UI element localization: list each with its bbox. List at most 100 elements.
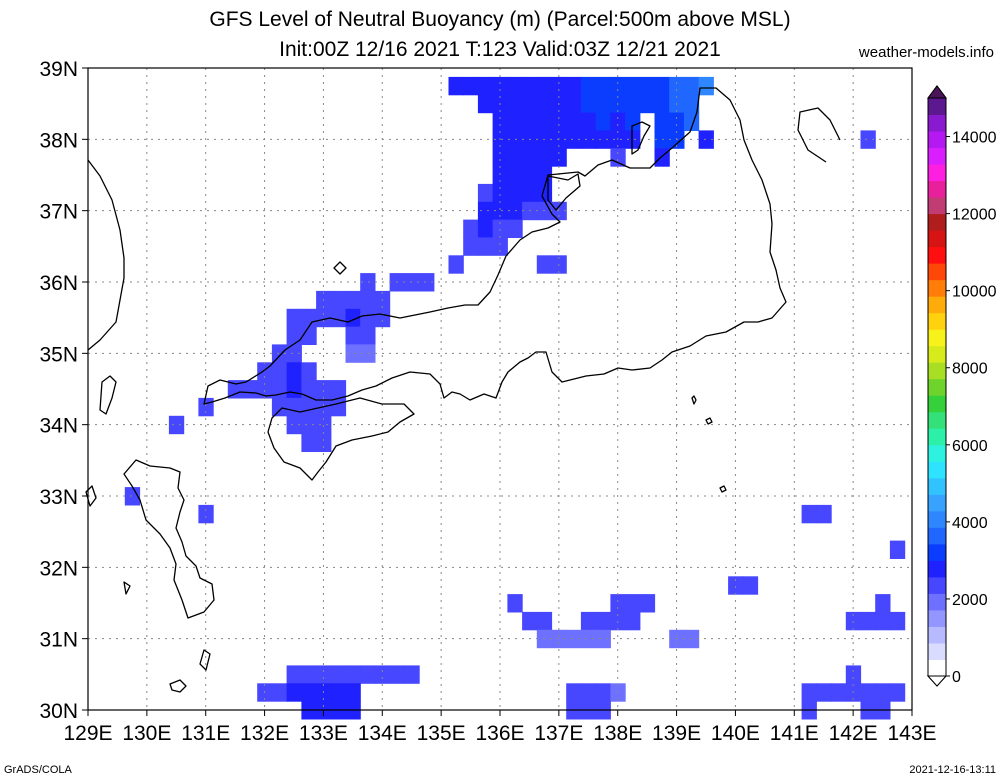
data-cell xyxy=(492,237,508,256)
data-cell xyxy=(536,611,553,631)
data-cell xyxy=(845,665,862,684)
colorbar-segment xyxy=(928,626,946,644)
data-cell xyxy=(566,94,582,114)
data-cell xyxy=(889,683,906,702)
colorbar-segment xyxy=(928,312,946,330)
izu-island-1 xyxy=(691,395,697,405)
data-cell xyxy=(551,201,567,221)
data-cell xyxy=(477,94,494,114)
data-cell xyxy=(580,629,597,649)
honshu-coastline xyxy=(203,87,787,405)
data-cell xyxy=(301,415,317,435)
data-cell xyxy=(625,94,641,114)
data-cell xyxy=(286,362,302,381)
data-cell xyxy=(448,255,464,274)
data-cell xyxy=(271,397,288,417)
data-cell xyxy=(345,665,361,684)
data-cell xyxy=(669,112,685,131)
data-cell xyxy=(316,380,332,399)
data-cell xyxy=(889,540,906,559)
data-cell xyxy=(477,76,494,96)
coastlines xyxy=(85,87,841,693)
data-cell xyxy=(404,665,420,684)
data-cell xyxy=(801,504,817,524)
data-cell xyxy=(286,415,302,435)
data-cell xyxy=(271,344,288,363)
data-cell xyxy=(801,683,817,702)
data-cell xyxy=(286,326,302,345)
colorbar-label: 14000 xyxy=(952,130,997,147)
data-cell xyxy=(698,130,714,149)
data-cell xyxy=(875,594,891,613)
data-cell xyxy=(625,130,641,149)
data-cell xyxy=(551,76,567,96)
data-cell xyxy=(595,629,611,649)
data-cell xyxy=(816,504,832,524)
data-cell xyxy=(330,380,347,399)
data-cell xyxy=(330,665,347,684)
data-cell xyxy=(198,397,214,417)
data-cell xyxy=(625,76,641,96)
data-cell xyxy=(477,237,494,256)
colorbar-label: 10000 xyxy=(952,284,997,301)
data-cell xyxy=(492,183,508,203)
colorbar-segment xyxy=(928,345,946,363)
data-cell xyxy=(330,683,347,702)
x-axis-ticks: 129E 130E 131E 132E 133E 134E 135E 136E 137E 138E… xyxy=(63,710,937,745)
colorbar-segment xyxy=(928,461,946,479)
data-cell xyxy=(522,112,538,131)
data-cell xyxy=(595,112,611,131)
data-cell xyxy=(522,166,538,185)
colorbar-segment xyxy=(928,659,946,677)
x-tick-label: 132E xyxy=(240,722,289,745)
data-cell xyxy=(124,487,141,506)
colorbar-segment xyxy=(928,395,946,413)
data-cell xyxy=(374,665,391,684)
data-cell xyxy=(271,362,288,381)
footer-timestamp: 2021-12-16-13:11 xyxy=(909,764,996,776)
data-cell xyxy=(595,76,611,96)
data-cell xyxy=(536,148,553,167)
colorbar: 0 2000 4000 6000 8000 10000 12000 14000 xyxy=(926,85,997,687)
data-cell xyxy=(536,94,553,114)
data-cell xyxy=(625,594,641,613)
data-cell xyxy=(507,166,523,185)
x-tick-label: 129E xyxy=(63,722,112,745)
data-cell xyxy=(580,683,597,702)
data-cell xyxy=(463,76,479,96)
colorbar-segment xyxy=(928,494,946,512)
data-cell xyxy=(330,308,347,328)
data-cell xyxy=(477,201,494,221)
data-cell xyxy=(536,112,553,131)
colorbar-segment xyxy=(928,477,946,495)
data-cell xyxy=(374,308,391,328)
data-cell xyxy=(639,76,656,96)
data-cell xyxy=(448,76,464,96)
y-tick-label: 33N xyxy=(39,486,78,509)
data-cell xyxy=(580,112,597,131)
data-cell xyxy=(728,576,744,595)
colorbar-segment xyxy=(928,131,946,149)
x-tick-label: 131E xyxy=(181,722,230,745)
x-tick-label: 135E xyxy=(417,722,466,745)
y-tick-label: 37N xyxy=(39,201,78,224)
data-cell xyxy=(301,362,317,381)
data-cell xyxy=(360,326,376,345)
colorbar-label: 8000 xyxy=(952,361,988,378)
data-cell xyxy=(316,665,332,684)
data-cell xyxy=(286,380,302,399)
data-cell xyxy=(345,683,361,702)
data-cell xyxy=(463,219,479,238)
colorbar-max-arrow xyxy=(927,85,947,99)
data-cell xyxy=(492,219,508,238)
data-cell xyxy=(610,112,626,131)
colorbar-label: 4000 xyxy=(952,515,988,532)
data-cell xyxy=(522,94,538,114)
data-cell xyxy=(551,148,567,167)
data-cell xyxy=(301,665,317,684)
data-cell xyxy=(330,397,347,417)
colorbar-segment xyxy=(928,378,946,396)
korea-coastline xyxy=(87,159,125,351)
data-cell xyxy=(271,683,288,702)
